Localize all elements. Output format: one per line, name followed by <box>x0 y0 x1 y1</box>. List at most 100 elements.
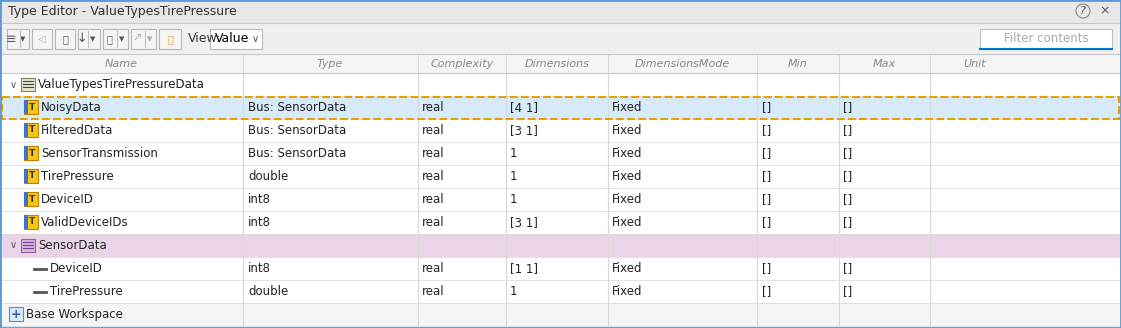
Text: Bus: SensorData: Bus: SensorData <box>248 147 346 160</box>
Text: ValueTypesTirePressureData: ValueTypesTirePressureData <box>38 78 205 91</box>
Bar <box>24 100 28 114</box>
Text: []: [] <box>843 262 852 275</box>
Text: T: T <box>29 126 35 134</box>
Bar <box>21 239 35 252</box>
Bar <box>1 280 1120 303</box>
Text: []: [] <box>762 147 771 160</box>
Text: +: + <box>11 308 21 320</box>
Text: ▼: ▼ <box>147 36 152 42</box>
Bar <box>24 192 28 206</box>
Text: [3 1]: [3 1] <box>510 216 538 229</box>
Text: T: T <box>29 217 35 227</box>
Text: []: [] <box>762 170 771 183</box>
Text: []: [] <box>762 285 771 298</box>
Text: double: double <box>248 170 288 183</box>
Text: []: [] <box>843 147 852 160</box>
Text: Filter contents: Filter contents <box>1003 32 1088 46</box>
Text: 1: 1 <box>510 147 518 160</box>
Text: int8: int8 <box>248 262 271 275</box>
Text: real: real <box>421 193 445 206</box>
Text: Max: Max <box>872 59 896 69</box>
Bar <box>21 78 35 91</box>
Text: FilteredData: FilteredData <box>41 124 113 137</box>
Bar <box>24 123 38 137</box>
Text: Complexity: Complexity <box>430 59 493 69</box>
Text: []: [] <box>762 193 771 206</box>
Text: 📁: 📁 <box>167 34 173 44</box>
Text: ∨: ∨ <box>9 79 17 90</box>
Text: Type: Type <box>317 59 343 69</box>
Bar <box>24 169 38 183</box>
Text: [1 1]: [1 1] <box>510 262 538 275</box>
Text: int8: int8 <box>248 193 271 206</box>
Bar <box>1 55 1120 73</box>
Text: [4 1]: [4 1] <box>510 101 538 114</box>
Bar <box>24 192 38 206</box>
Text: []: [] <box>762 262 771 275</box>
Text: Base Workspace: Base Workspace <box>26 308 123 321</box>
Text: ▼: ▼ <box>91 36 95 42</box>
Text: Fixed: Fixed <box>612 262 642 275</box>
Bar <box>24 123 28 137</box>
Text: NoisyData: NoisyData <box>41 101 102 114</box>
Text: real: real <box>421 147 445 160</box>
Text: DimensionsMode: DimensionsMode <box>634 59 730 69</box>
Bar <box>24 169 28 183</box>
Text: DeviceID: DeviceID <box>50 262 103 275</box>
Text: []: [] <box>762 124 771 137</box>
Text: Fixed: Fixed <box>612 285 642 298</box>
Text: 1: 1 <box>510 170 518 183</box>
Text: ∨: ∨ <box>251 34 259 44</box>
Text: []: [] <box>843 285 852 298</box>
Bar <box>980 29 1112 49</box>
Bar <box>1 1 1120 23</box>
Text: ↓: ↓ <box>76 32 87 46</box>
Bar <box>24 215 28 229</box>
Text: double: double <box>248 285 288 298</box>
Bar <box>1 188 1120 211</box>
Text: real: real <box>421 262 445 275</box>
Text: Unit: Unit <box>964 59 986 69</box>
Bar <box>1 303 1120 326</box>
Text: ▼: ▼ <box>119 36 124 42</box>
Bar <box>9 307 24 321</box>
Bar <box>24 100 38 114</box>
Text: ▼: ▼ <box>20 36 26 42</box>
Text: TirePressure: TirePressure <box>50 285 123 298</box>
Text: []: [] <box>762 216 771 229</box>
Text: [3 1]: [3 1] <box>510 124 538 137</box>
Text: View:: View: <box>188 32 221 46</box>
Bar <box>24 146 38 160</box>
Text: []: [] <box>843 193 852 206</box>
Text: T: T <box>29 195 35 203</box>
Bar <box>2 96 1119 118</box>
Bar <box>1 119 1120 142</box>
Text: []: [] <box>843 216 852 229</box>
Text: ≡: ≡ <box>6 32 16 46</box>
Bar <box>7 29 29 49</box>
Bar <box>1 234 1120 257</box>
Text: Type Editor - ValueTypesTirePressure: Type Editor - ValueTypesTirePressure <box>8 5 237 17</box>
Bar <box>1 165 1120 188</box>
Text: ↗: ↗ <box>132 34 141 44</box>
Text: []: [] <box>843 124 852 137</box>
Text: ∨: ∨ <box>9 240 17 251</box>
Text: real: real <box>421 285 445 298</box>
Text: Fixed: Fixed <box>612 216 642 229</box>
Text: Bus: SensorData: Bus: SensorData <box>248 124 346 137</box>
Bar <box>1 211 1120 234</box>
Text: ×: × <box>1100 5 1110 17</box>
Text: real: real <box>421 101 445 114</box>
Bar <box>159 29 180 49</box>
Text: Fixed: Fixed <box>612 193 642 206</box>
Text: Fixed: Fixed <box>612 170 642 183</box>
Text: T: T <box>29 149 35 157</box>
Bar <box>1 96 1120 119</box>
Bar <box>1 257 1120 280</box>
Bar <box>24 215 38 229</box>
Bar <box>24 146 28 160</box>
Text: 🗑: 🗑 <box>62 34 68 44</box>
Text: []: [] <box>843 101 852 114</box>
Text: ValidDeviceIDs: ValidDeviceIDs <box>41 216 129 229</box>
Bar <box>78 29 100 49</box>
